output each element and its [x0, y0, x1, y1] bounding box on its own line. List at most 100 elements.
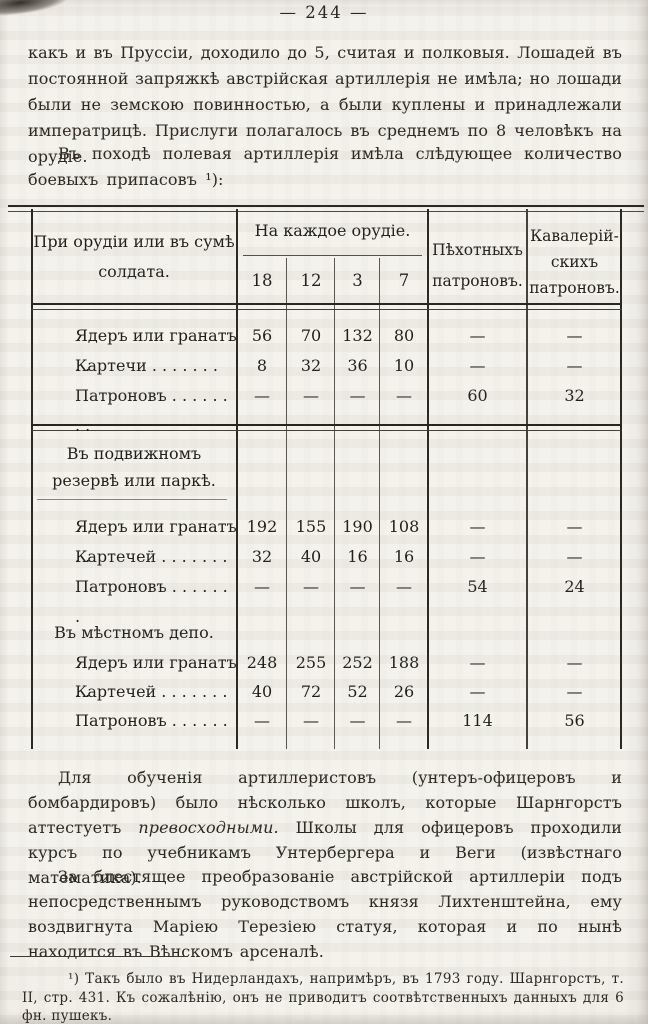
table-header-cavalry: Кавалерій-скихъ патроновъ. — [529, 227, 620, 297]
table-cell: — — [469, 517, 486, 536]
table-cell: 56 — [251, 326, 273, 345]
table-cell: 155 — [295, 517, 327, 536]
table-cell: 188 — [388, 653, 420, 672]
table-pergun-divider — [427, 209, 429, 749]
table-cell: 32 — [300, 356, 322, 375]
table-cell: 252 — [342, 653, 373, 672]
table-cell: 248 — [246, 653, 278, 672]
table-cell: 190 — [342, 517, 373, 536]
table-header-rule — [31, 303, 622, 310]
table-cell: — — [469, 682, 486, 701]
table-section-divider — [31, 424, 622, 431]
table-row: Картечей . . . . . . . 32 40 16 16 — — — [31, 542, 622, 572]
table-cell: — — [349, 386, 366, 405]
table-cell: 192 — [246, 517, 278, 536]
table-row: Картечи . . . . . . . 8 32 36 10 — — — [31, 351, 622, 381]
table-cell: — — [396, 711, 412, 730]
paragraph-schools: Для обученія артиллеристовъ (унтеръ-офиц… — [28, 765, 622, 890]
table-infantry-cavalry-divider — [526, 209, 528, 749]
page-number: — 244 — — [279, 3, 369, 22]
table-row: Ядеръ или гранатъ . . 192 155 190 108 — — — [31, 512, 622, 566]
table-header-infantry: Пѣхотныхъ патроновъ. — [432, 241, 523, 290]
table-left-border — [31, 209, 33, 749]
table-cell: 40 — [251, 682, 273, 701]
row-label: Ядеръ или гранатъ . . — [75, 653, 237, 701]
table-cell: 8 — [256, 356, 268, 375]
table-cell: 52 — [347, 682, 368, 701]
row-label: Патроновъ . . . . . . . — [75, 577, 228, 626]
per-gun-underline — [243, 255, 422, 256]
row-label: Ядеръ или гранатъ . . — [75, 326, 237, 375]
table-cell: — — [303, 711, 319, 730]
table-cell: 40 — [300, 547, 322, 566]
table-cell: 26 — [393, 682, 415, 701]
table-header-per-gun: На каждое орудіе. — [254, 221, 411, 240]
table-cell: — — [566, 653, 583, 672]
table-row: Картечей . . . . . . . 40 72 52 26 — — — [31, 677, 622, 706]
table-cell: 108 — [388, 517, 420, 536]
table-header-left: При орудіи или въ сумѣ солдата. — [33, 232, 235, 281]
table-subcolumn-divider — [286, 258, 287, 749]
caliber-column-12: 12 — [300, 271, 322, 290]
table-cell: 80 — [393, 326, 415, 345]
paragraph-horses: какъ и въ Пруссіи, доходило до 5, считая… — [28, 43, 622, 166]
row-label: Картечей . . . . . . . — [75, 682, 228, 701]
table-section-title: Въ подвижномъ резервѣ или паркѣ. — [52, 444, 216, 490]
table-section: Въ мѣстномъ депо. Ядеръ или гранатъ . . 24… — [31, 620, 622, 735]
row-label: Патроновъ . . . . . . . . — [75, 386, 228, 435]
table-row: Патроновъ . . . . . . . . — — — — 60 32 — [31, 381, 622, 435]
row-label: Картечи . . . . . . . — [75, 356, 218, 375]
row-label: Картечей . . . . . . . — [75, 547, 228, 566]
table-cell: 24 — [564, 577, 585, 596]
paragraph-schools-emphasis: превосходными. — [138, 818, 279, 837]
row-label: Ядеръ или гранатъ . . — [75, 517, 237, 566]
paragraph-table-intro: Въ походѣ полевая артиллерія имѣла слѣду… — [28, 144, 622, 189]
table-rows: Ядеръ или гранатъ . . 56 70 132 80— — Картечи … — [31, 311, 622, 735]
table-cell: 36 — [347, 356, 368, 375]
paragraph-schools-text: Школы для офицеровъ проходили курсъ по у… — [28, 818, 622, 887]
table-cell: — — [303, 577, 319, 596]
table-cell: — — [254, 577, 270, 596]
table-cell: — — [396, 386, 412, 405]
table-cell: — — [566, 326, 583, 345]
table-cell: — — [566, 356, 583, 375]
table-section: Ядеръ или гранатъ . . 56 70 132 80— — Картечи … — [31, 321, 622, 435]
table-cell: — — [349, 711, 366, 730]
table-cell: 10 — [393, 356, 415, 375]
table-cell: — — [254, 386, 270, 405]
footnote: ¹) Такъ было въ Нидерландахъ, напримѣръ,… — [22, 971, 624, 1024]
table-right-border — [620, 209, 622, 749]
caliber-column-3: 3 — [352, 271, 363, 290]
table-cell: 255 — [295, 653, 327, 672]
table-cell: — — [469, 547, 486, 566]
footnote-rule — [10, 956, 188, 957]
paragraph-liechtenstein: За блестящее преобразованіе австрійской … — [28, 867, 622, 961]
table-cell: — — [349, 577, 366, 596]
table-cell: — — [469, 356, 486, 375]
table-cell: — — [303, 386, 319, 405]
table-cell: 16 — [393, 547, 415, 566]
table-cell: 60 — [467, 386, 488, 405]
table-cell: 32 — [564, 386, 585, 405]
table-section-rows: Ядеръ или гранатъ . . 192 155 190 108— — Карте… — [31, 512, 622, 626]
table-cell: 132 — [342, 326, 373, 345]
table-cell: — — [566, 517, 583, 536]
table-section-title-rule — [37, 499, 227, 500]
table-top-rule — [8, 205, 644, 212]
table-cell: — — [469, 326, 486, 345]
table-subcolumn-divider — [334, 258, 335, 749]
table-cell: — — [469, 653, 486, 672]
table-cell: 70 — [300, 326, 322, 345]
table-section-rows: Ядеръ или гранатъ . . 248 255 252 188 — — Карте… — [31, 648, 622, 735]
table-cell: 72 — [300, 682, 322, 701]
table-cell: 32 — [251, 547, 273, 566]
caliber-column-18: 18 — [251, 271, 273, 290]
row-label: Патроновъ . . . . . . — [75, 711, 228, 730]
table-cell: — — [254, 711, 270, 730]
table-label-divider — [236, 209, 238, 749]
table-cell: — — [566, 547, 583, 566]
table-cell: — — [396, 577, 412, 596]
table-cell: 16 — [347, 547, 368, 566]
ammunition-table: При орудіи или въ сумѣ солдата. На каждо… — [8, 205, 644, 753]
